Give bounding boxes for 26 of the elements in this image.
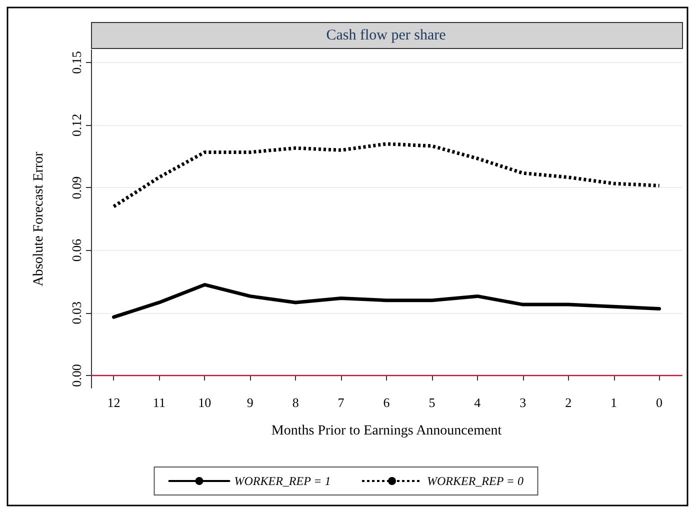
x-tick-label: 3 <box>520 395 526 410</box>
y-tick-label: 0.06 <box>69 238 84 262</box>
x-tick-label: 5 <box>428 395 436 410</box>
x-tick-label: 9 <box>246 395 254 410</box>
y-tick-label: 0.03 <box>69 302 84 324</box>
legend-label: WORKER_REP = 1 <box>234 474 331 488</box>
x-tick-label: 8 <box>292 395 299 410</box>
x-tick-label: 4 <box>474 395 482 410</box>
legend-label: WORKER_REP = 0 <box>427 474 524 488</box>
x-tick-label: 2 <box>565 395 572 410</box>
x-tick-label: 12 <box>107 395 120 410</box>
y-tick-label: 0.09 <box>69 176 84 200</box>
y-tick-label: 0.15 <box>69 51 84 74</box>
chart-title: Cash flow per share <box>326 28 446 44</box>
line-series <box>112 282 662 319</box>
x-tick-label: 6 <box>383 395 390 410</box>
y-axis-title: Absolute Forecast Error <box>32 151 46 286</box>
y-tick-label: 0.00 <box>69 364 84 387</box>
x-axis-title: Months Prior to Earnings Announcement <box>271 424 502 438</box>
x-tick-label: 7 <box>338 395 345 410</box>
x-tick-label: 1 <box>610 395 618 410</box>
x-tick-label: 10 <box>198 395 212 410</box>
x-tick-label: 0 <box>656 395 663 410</box>
y-tick-label: 0.12 <box>69 114 84 136</box>
line-series <box>112 142 662 208</box>
x-tick-label: 11 <box>152 395 166 410</box>
